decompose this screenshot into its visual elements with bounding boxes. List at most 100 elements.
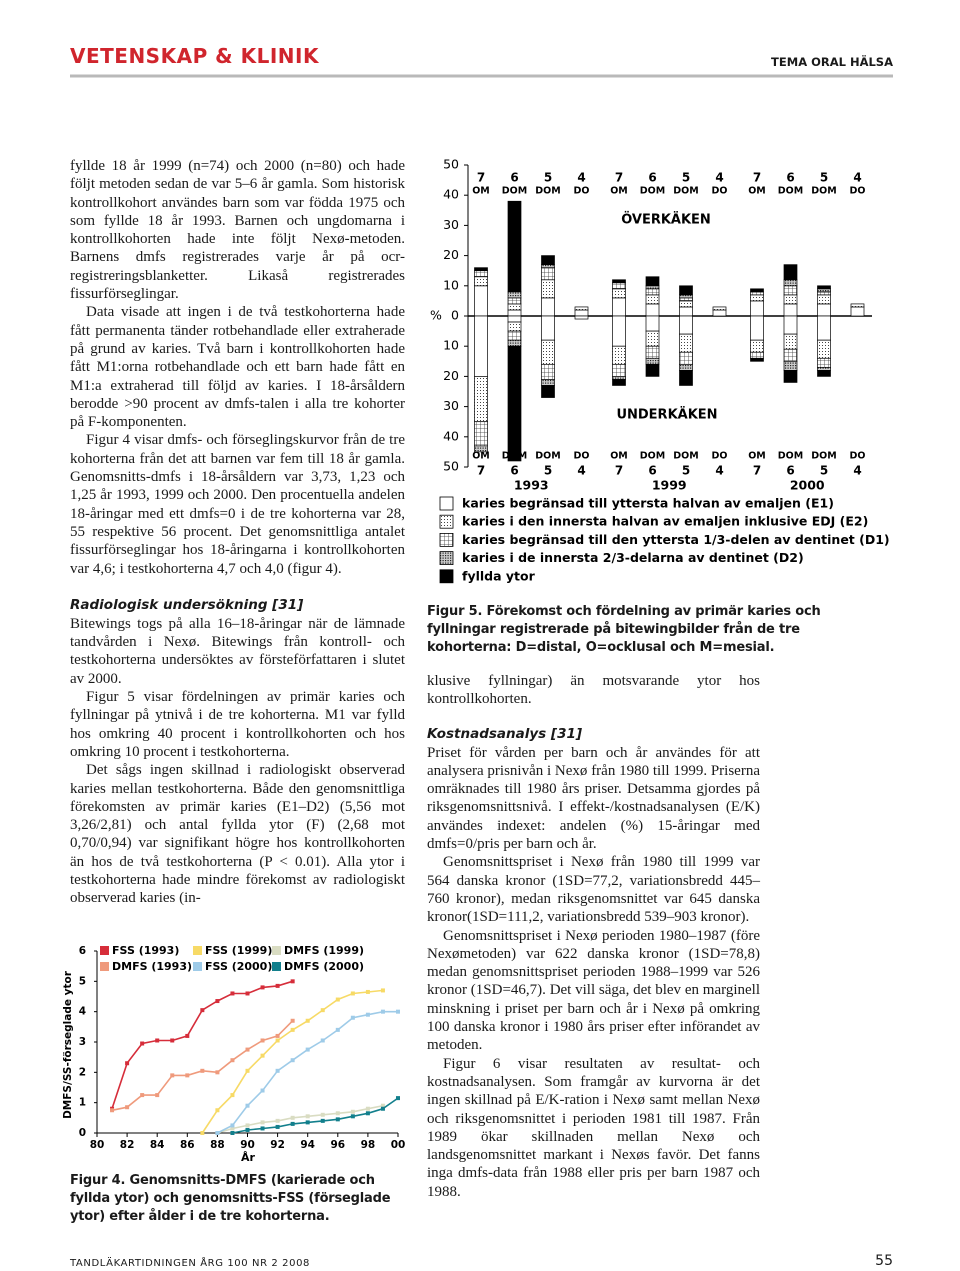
bar-segment bbox=[612, 315, 626, 347]
tooth-label: 4 bbox=[577, 171, 585, 185]
bar-segment bbox=[541, 379, 555, 386]
point bbox=[245, 1103, 250, 1108]
point bbox=[245, 1068, 250, 1073]
y-tick-label: 3 bbox=[79, 1036, 86, 1048]
point bbox=[290, 1018, 295, 1023]
y-tick-label: 10 bbox=[443, 277, 459, 292]
bar-segment bbox=[612, 376, 626, 380]
x-tick-label: 94 bbox=[300, 1139, 315, 1151]
point bbox=[396, 1096, 400, 1101]
bar-segment bbox=[612, 345, 626, 365]
bar-segment bbox=[541, 339, 555, 365]
bar-segment bbox=[750, 339, 764, 353]
y-tick-label: 40 bbox=[443, 187, 459, 202]
bar-segment bbox=[679, 294, 693, 299]
group-label: 2000 bbox=[790, 478, 825, 493]
bar-segment bbox=[474, 445, 488, 453]
tooth-label: 5 bbox=[544, 464, 552, 478]
point bbox=[215, 1070, 220, 1075]
point bbox=[140, 1093, 145, 1098]
bar-segment bbox=[817, 357, 831, 368]
bar-segment bbox=[750, 315, 764, 341]
legend-swatch bbox=[272, 946, 281, 955]
page-number: 55 bbox=[875, 1253, 893, 1269]
bar-segment bbox=[574, 315, 589, 320]
point bbox=[275, 1118, 280, 1123]
bar-segment bbox=[817, 370, 831, 377]
bar-segment bbox=[507, 330, 522, 341]
x-tick-label: 92 bbox=[270, 1139, 285, 1151]
tooth-label: 6 bbox=[786, 171, 794, 185]
point bbox=[245, 1127, 250, 1132]
point bbox=[155, 1093, 160, 1098]
series-line bbox=[111, 980, 293, 1109]
point bbox=[290, 1027, 295, 1032]
point bbox=[305, 1120, 310, 1125]
right-column: klusive fyllningar) än motsvarande ytor … bbox=[427, 672, 760, 1201]
bar-segment bbox=[817, 339, 831, 359]
tooth-label: 7 bbox=[753, 464, 761, 478]
point bbox=[215, 999, 220, 1004]
bar-segment bbox=[507, 303, 522, 311]
y-axis-label: DMFS/SS-förseglade ytor bbox=[62, 970, 74, 1119]
bar-segment bbox=[817, 291, 831, 296]
bar-segment bbox=[783, 303, 798, 317]
legend-swatch bbox=[193, 962, 202, 971]
point bbox=[320, 1008, 325, 1013]
paragraph: Det sågs ingen skillnad i radiologiskt o… bbox=[70, 762, 405, 907]
surface-label: OM bbox=[472, 186, 490, 197]
surface-label: DOM bbox=[811, 186, 836, 197]
point bbox=[185, 1033, 190, 1038]
bar-segment bbox=[507, 291, 522, 299]
y-tick-label: 0 bbox=[79, 1127, 86, 1139]
bar-segment bbox=[507, 297, 522, 305]
group-label: 1999 bbox=[652, 478, 687, 493]
point bbox=[275, 1124, 280, 1129]
legend-label: karies i den innersta halvan av emaljen … bbox=[462, 514, 868, 529]
y-tick-label: 10 bbox=[443, 338, 459, 353]
bar-segment bbox=[645, 315, 660, 332]
point bbox=[110, 1108, 115, 1113]
legend-label: karies begränsad till yttersta halvan av… bbox=[462, 496, 834, 511]
y-tick-label: 50 bbox=[443, 157, 459, 172]
surface-label: OM bbox=[610, 451, 628, 462]
point bbox=[275, 1033, 280, 1038]
legend-swatch bbox=[272, 962, 281, 971]
point bbox=[275, 983, 280, 988]
bar-segment bbox=[679, 363, 693, 371]
legend-swatch bbox=[439, 496, 454, 511]
surface-label: DO bbox=[850, 451, 866, 462]
bar-segment bbox=[645, 345, 660, 359]
bar-segment bbox=[783, 264, 798, 281]
bar-segment bbox=[712, 306, 727, 311]
bar-segment bbox=[474, 276, 488, 287]
bar-segment bbox=[783, 370, 798, 383]
point bbox=[396, 1009, 400, 1014]
legend-swatch bbox=[439, 569, 454, 584]
point bbox=[260, 1120, 265, 1125]
legend-swatch bbox=[439, 514, 454, 529]
bar-segment bbox=[541, 279, 555, 299]
point bbox=[365, 1012, 370, 1017]
legend-label: DMFS (1999) bbox=[284, 944, 364, 957]
point bbox=[380, 1009, 385, 1014]
y-tick-label: 40 bbox=[443, 428, 459, 443]
surface-label: DOM bbox=[640, 186, 665, 197]
section-title: VETENSKAP & KLINIK bbox=[70, 44, 319, 68]
point bbox=[215, 1131, 220, 1135]
x-axis-label: År bbox=[241, 1151, 256, 1164]
legend-swatch bbox=[439, 551, 454, 565]
point bbox=[200, 1068, 205, 1073]
bar-segment bbox=[645, 330, 660, 347]
y-tick-label: 1 bbox=[79, 1097, 86, 1109]
theme: TEMA ORAL HÄLSA bbox=[771, 55, 893, 69]
paragraph: Figur 5 visar fördelningen av primär kar… bbox=[70, 689, 405, 760]
bar-segment bbox=[645, 276, 660, 287]
bar-segment bbox=[474, 267, 488, 272]
bar-segment bbox=[750, 351, 764, 359]
point bbox=[305, 1047, 310, 1052]
paragraph: Genomsnittspriset i Nexø perioden 1980–1… bbox=[427, 927, 760, 1054]
figure-caption: Figur 4. Genomsnitts-DMFS (karierade och… bbox=[70, 1173, 391, 1224]
figure-caption: Figur 5. Förekomst och fördelning av pri… bbox=[427, 604, 821, 655]
bar-segment bbox=[541, 267, 555, 281]
